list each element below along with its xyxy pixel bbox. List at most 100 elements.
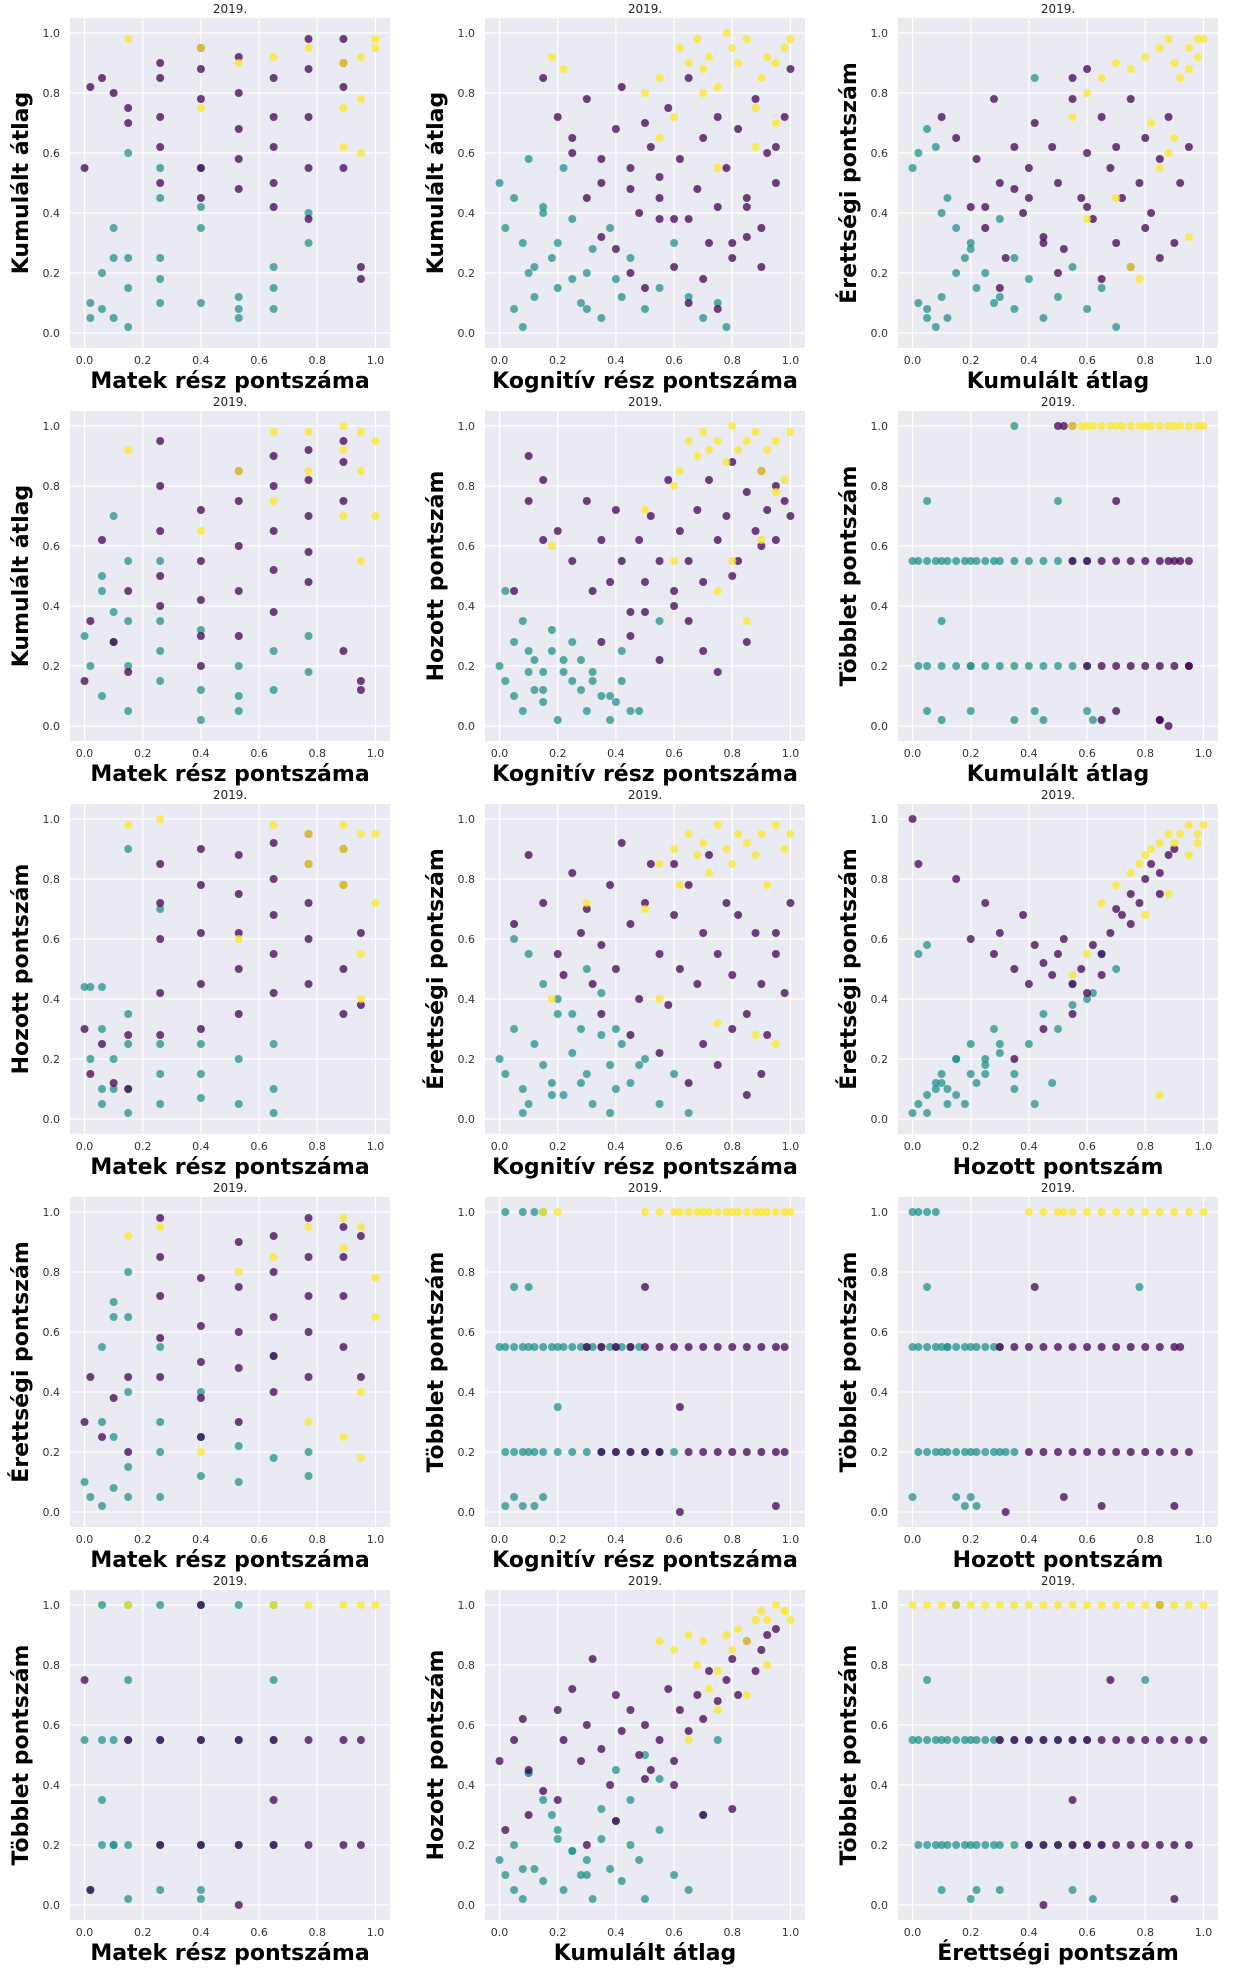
data-point <box>547 53 556 61</box>
data-point <box>1141 875 1150 883</box>
data-point <box>1030 1283 1039 1291</box>
data-point <box>124 1232 133 1240</box>
y-tick-label: 0.8 <box>43 480 61 493</box>
data-point <box>699 1811 708 1819</box>
data-point <box>1030 1100 1039 1108</box>
data-point <box>780 497 789 505</box>
data-point <box>655 1049 664 1057</box>
data-point <box>196 929 205 937</box>
y-tick-label: 0.8 <box>43 873 61 886</box>
data-point <box>269 113 278 121</box>
data-point <box>156 1736 165 1744</box>
data-point <box>1193 839 1202 847</box>
data-point <box>234 707 243 715</box>
data-point <box>304 1418 313 1426</box>
data-point <box>693 980 702 988</box>
data-point <box>530 293 539 301</box>
y-tick-label: 1.0 <box>871 1206 889 1219</box>
data-point <box>670 1343 679 1351</box>
data-point <box>713 113 722 121</box>
data-point <box>339 497 348 505</box>
data-point <box>518 1715 527 1723</box>
data-point <box>751 1667 760 1675</box>
data-point <box>1068 1208 1077 1216</box>
data-point <box>588 1343 597 1351</box>
data-point <box>1024 1448 1033 1456</box>
data-point <box>611 125 620 133</box>
data-point <box>981 1055 990 1063</box>
data-point <box>156 1040 165 1048</box>
panel-title: 2019. <box>1041 1574 1075 1588</box>
data-point <box>617 839 626 847</box>
data-point <box>923 1091 932 1099</box>
data-point <box>339 104 348 112</box>
data-point <box>641 899 649 907</box>
data-point <box>234 1328 243 1336</box>
data-point <box>1141 851 1150 859</box>
x-tick-label: 0.2 <box>549 1926 567 1939</box>
data-point <box>269 647 278 655</box>
data-point <box>751 1031 760 1039</box>
data-point <box>960 1841 969 1849</box>
data-point <box>1184 821 1193 829</box>
data-point <box>304 860 313 868</box>
x-tick-label: 0.0 <box>904 1140 922 1153</box>
data-point <box>908 557 917 565</box>
data-point <box>304 1328 313 1336</box>
data-point <box>705 446 713 454</box>
data-point <box>1083 149 1092 157</box>
data-point <box>1106 422 1115 430</box>
y-tick-label: 0.4 <box>458 1779 476 1792</box>
data-point <box>972 557 981 565</box>
x-tick-label: 0.0 <box>491 1533 509 1546</box>
data-point <box>1024 1601 1033 1609</box>
data-point <box>80 164 89 172</box>
data-point <box>124 104 133 112</box>
data-point <box>742 488 751 496</box>
data-point <box>582 305 591 313</box>
data-point <box>780 1208 789 1216</box>
data-point <box>518 1895 527 1903</box>
data-point <box>937 1736 946 1744</box>
data-point <box>1176 1343 1185 1351</box>
data-point <box>931 143 940 151</box>
panel-title: 2019. <box>213 1574 247 1588</box>
data-point <box>1054 1343 1062 1351</box>
data-point <box>510 692 519 700</box>
data-point <box>269 1085 278 1093</box>
data-point <box>937 1343 946 1351</box>
data-point <box>124 668 133 676</box>
data-point <box>626 254 635 262</box>
data-point <box>734 1691 743 1699</box>
x-tick-label: 0.2 <box>134 1926 152 1939</box>
data-point <box>771 821 780 829</box>
data-point <box>675 965 684 973</box>
data-point <box>960 254 969 262</box>
data-point <box>722 512 731 520</box>
data-point <box>937 1886 946 1894</box>
data-point <box>156 1223 165 1231</box>
data-point <box>937 716 946 724</box>
scatter-panel-12: 0.00.00.20.20.40.40.60.60.80.81.01.02019… <box>837 1181 1218 1573</box>
data-point <box>751 929 760 937</box>
data-point <box>539 1448 548 1456</box>
data-point <box>966 935 975 943</box>
data-point <box>109 608 118 616</box>
data-point <box>196 596 205 604</box>
data-point <box>966 1493 975 1501</box>
data-point <box>553 1826 562 1834</box>
data-point <box>196 1358 205 1366</box>
y-tick-label: 0.6 <box>458 1719 476 1732</box>
data-point <box>1155 839 1164 847</box>
data-point <box>269 821 278 829</box>
data-point <box>641 1283 649 1291</box>
data-point <box>86 314 95 322</box>
x-axis-label: Kognitív rész pontszáma <box>492 762 798 787</box>
data-point <box>722 845 731 853</box>
data-point <box>1135 179 1144 187</box>
data-point <box>339 164 348 172</box>
x-tick-label: 1.0 <box>367 1140 385 1153</box>
data-point <box>530 1448 539 1456</box>
data-point <box>693 851 702 859</box>
x-tick-label: 0.4 <box>1020 747 1038 760</box>
